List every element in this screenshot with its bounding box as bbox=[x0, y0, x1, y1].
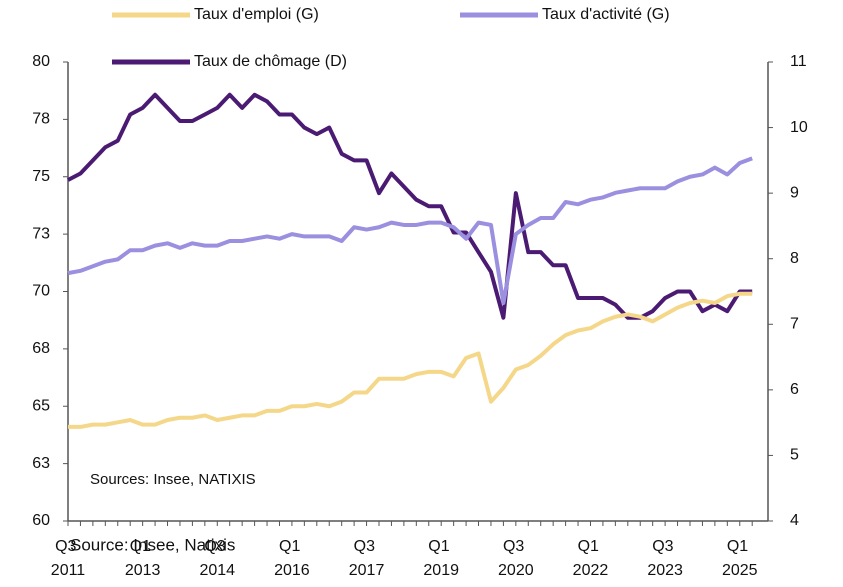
y-tick-label: 63 bbox=[32, 455, 50, 472]
y-tick-label: 73 bbox=[32, 225, 50, 242]
legend-label: Taux de chômage (D) bbox=[194, 53, 347, 70]
y-tick-label: 78 bbox=[32, 111, 50, 128]
legend: Taux d'emploi (G) Taux d'activité (G) Taux… bbox=[112, 6, 670, 70]
x-tick-label: Q3 2011 bbox=[51, 538, 86, 579]
y2-tick-label: 6 bbox=[790, 381, 799, 398]
y-tick-label: 68 bbox=[32, 340, 50, 357]
y2-tick-label: 9 bbox=[790, 184, 799, 201]
y2-tick-label: 7 bbox=[790, 316, 799, 333]
y2-tick-label: 10 bbox=[790, 119, 808, 136]
x-tick-label: Q1 2016 bbox=[274, 538, 310, 579]
legend-label: Taux d'activité (G) bbox=[542, 6, 670, 23]
y-tick-label: 75 bbox=[32, 168, 50, 185]
series-line bbox=[68, 291, 753, 429]
legend-label: Taux d'emploi (G) bbox=[194, 6, 319, 23]
y2-tick-label: 11 bbox=[790, 53, 807, 70]
y2-tick-label: 5 bbox=[790, 447, 799, 464]
x-tick-label: Q1 2022 bbox=[573, 538, 609, 579]
y2-tick-label: 8 bbox=[790, 250, 799, 267]
x-tick-label: Q1 2025 bbox=[722, 538, 758, 579]
y-tick-label: 60 bbox=[32, 512, 50, 529]
y-tick-label: 80 bbox=[32, 53, 50, 70]
y-tick-label: 70 bbox=[32, 283, 50, 300]
annotation: Source: Insee, Natixis bbox=[70, 535, 235, 554]
series-line bbox=[67, 92, 753, 320]
annotation: Sources: Insee, NATIXIS bbox=[90, 471, 256, 488]
x-tick-label: Q3 2023 bbox=[647, 538, 683, 579]
series-line bbox=[67, 156, 753, 305]
x-tick-label: Q3 2014 bbox=[199, 538, 235, 579]
y-tick-label: 65 bbox=[32, 397, 50, 414]
x-tick-label: Q1 2019 bbox=[423, 538, 459, 579]
x-tick-label: Q3 2020 bbox=[498, 538, 534, 579]
x-tick-label: Q3 2017 bbox=[349, 538, 385, 579]
y2-tick-label: 4 bbox=[790, 512, 799, 529]
x-tick-label: Q1 2013 bbox=[125, 538, 161, 579]
